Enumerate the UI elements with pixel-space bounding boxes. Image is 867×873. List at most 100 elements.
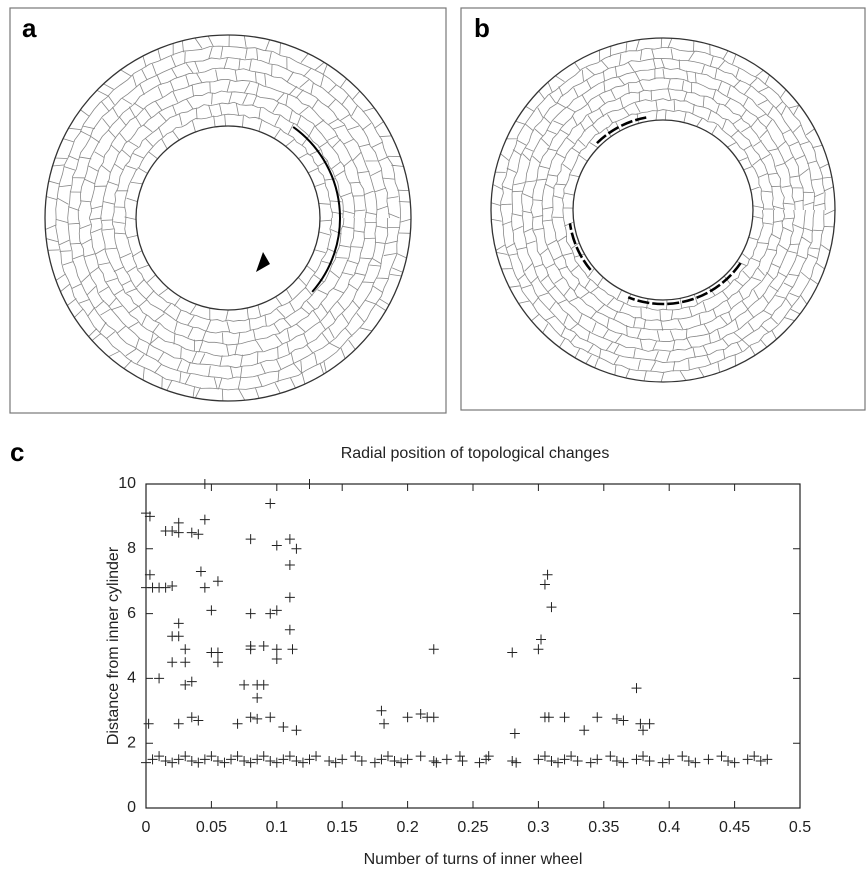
point (199, 514, 210, 525)
point (199, 754, 210, 765)
point (483, 751, 494, 762)
point (441, 754, 452, 765)
point (618, 715, 629, 726)
point (755, 756, 766, 767)
foam-cells (45, 34, 412, 401)
point (239, 756, 250, 767)
outer-cylinder (490, 37, 836, 383)
point (631, 683, 642, 694)
point (402, 754, 413, 765)
point (180, 644, 191, 655)
point (206, 605, 217, 616)
foam-layer (44, 34, 836, 402)
point (631, 754, 642, 765)
point (160, 756, 171, 767)
point (226, 754, 237, 765)
point (677, 751, 688, 762)
point (212, 647, 223, 658)
point (533, 644, 544, 655)
point (167, 657, 178, 668)
point (212, 756, 223, 767)
point (402, 712, 413, 723)
x-tick-label: 0.5 (789, 819, 811, 836)
point (291, 725, 302, 736)
point (511, 757, 522, 768)
x-tick-label: 0.4 (658, 819, 680, 836)
y-tick-label: 0 (127, 799, 136, 816)
point (287, 644, 298, 655)
point (173, 718, 184, 729)
point (199, 479, 210, 489)
point (219, 757, 230, 768)
point (245, 644, 256, 655)
chart-title: Radial position of topological changes (341, 445, 610, 462)
point (141, 757, 151, 768)
point (592, 712, 603, 723)
point (154, 751, 165, 762)
point (245, 608, 256, 619)
point (635, 718, 646, 729)
x-tick-label: 0.2 (396, 819, 418, 836)
point (762, 754, 773, 765)
point (428, 644, 439, 655)
point (330, 757, 341, 768)
point (291, 756, 302, 767)
point (566, 751, 577, 762)
point (239, 679, 250, 690)
point (167, 757, 178, 768)
point (173, 631, 184, 642)
point (173, 754, 184, 765)
point (271, 644, 282, 655)
point (664, 754, 675, 765)
point (376, 705, 387, 716)
point (559, 754, 570, 765)
point (291, 543, 302, 554)
point (297, 757, 308, 768)
point (284, 592, 295, 603)
point (638, 725, 649, 736)
point (546, 602, 557, 613)
point (618, 757, 629, 768)
y-tick-label: 2 (127, 734, 136, 751)
point (546, 756, 557, 767)
point (173, 517, 184, 528)
point (324, 756, 335, 767)
point (232, 718, 243, 729)
point (703, 754, 714, 765)
point (507, 647, 518, 658)
point (206, 751, 217, 762)
point (195, 566, 206, 577)
point (144, 569, 155, 580)
point (542, 569, 553, 580)
point (147, 754, 158, 765)
point (729, 757, 740, 768)
point (173, 618, 184, 629)
rotation-arrow (292, 126, 341, 293)
point (186, 712, 197, 723)
point (533, 754, 544, 765)
y-axis-label: Distance from inner cylinder (105, 546, 122, 745)
point (474, 757, 485, 768)
point (245, 534, 256, 545)
inner-cylinder (135, 125, 321, 311)
point (356, 756, 367, 767)
panel-label: b (474, 13, 490, 43)
point (193, 757, 204, 768)
point (539, 579, 550, 590)
y-tick-label: 8 (127, 540, 136, 557)
point (579, 725, 590, 736)
point (690, 757, 701, 768)
point (611, 713, 622, 724)
point (572, 756, 583, 767)
point (415, 709, 426, 720)
panel-label: a (22, 13, 37, 43)
point (143, 718, 154, 729)
point (271, 757, 282, 768)
point (180, 657, 191, 668)
point (376, 754, 387, 765)
point (428, 756, 439, 767)
point (337, 754, 348, 765)
point (428, 712, 439, 723)
point (278, 722, 289, 732)
point (585, 757, 596, 768)
